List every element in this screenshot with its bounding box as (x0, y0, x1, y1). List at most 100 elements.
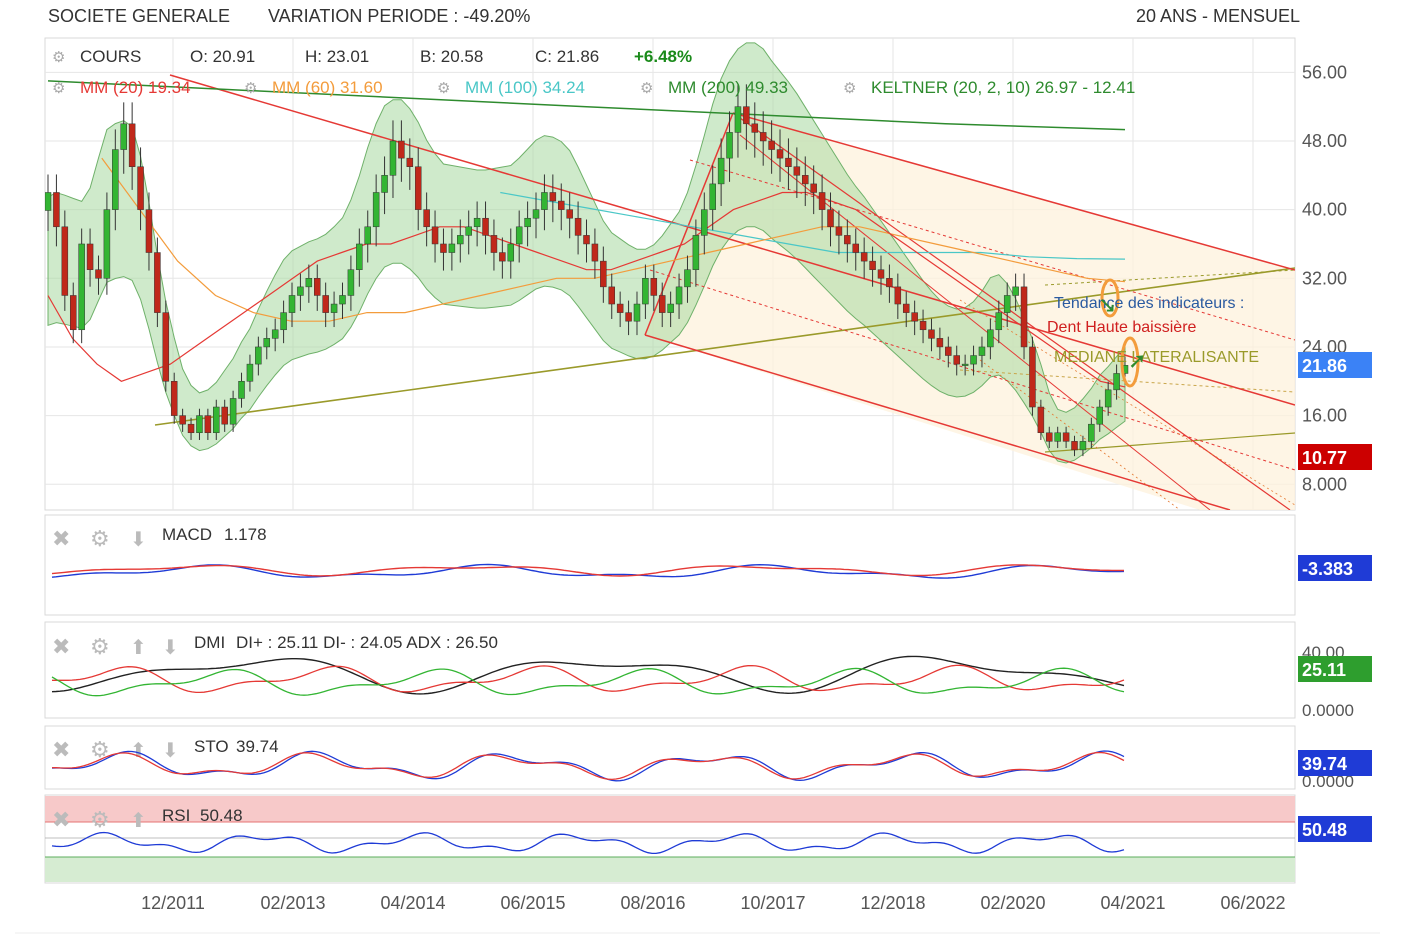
legend-cours: COURS (80, 47, 141, 66)
candle-body (1020, 286, 1028, 348)
gear-icon[interactable]: ⚙ (437, 80, 450, 97)
candle-body (482, 217, 489, 236)
macd-label: MACD (162, 525, 212, 544)
candle-body (322, 295, 329, 313)
candle-body (490, 235, 498, 253)
di-minus-line (52, 664, 1125, 694)
candle-body (658, 295, 666, 313)
arrow-down-icon[interactable]: ⬇ (130, 529, 147, 551)
gear-icon[interactable]: ⚙ (640, 80, 653, 97)
candle-body (591, 243, 599, 262)
gear-icon[interactable]: ⚙ (52, 49, 65, 66)
sto-panel (44, 725, 1296, 790)
period-selector[interactable]: 20 ANS - MENSUEL (1136, 6, 1301, 26)
arrow-up-icon[interactable]: ⬆ (130, 740, 147, 762)
candle-body (61, 226, 69, 296)
candle-body (970, 355, 977, 365)
candle-body (465, 226, 472, 236)
candle-body (709, 183, 716, 210)
gear-icon[interactable]: ⚙ (52, 80, 65, 97)
close-icon[interactable]: ✖ (52, 526, 70, 551)
candle-body (255, 346, 262, 365)
candle-body (339, 295, 346, 305)
gear-icon[interactable]: ⚙ (244, 80, 257, 97)
candle-body (625, 312, 632, 322)
macd-badge-value: -3.383 (1302, 559, 1353, 579)
trend-title: Tendance des indicateurs : (1054, 295, 1244, 312)
candle-body (751, 123, 759, 133)
arrow-down-icon[interactable]: ⬇ (162, 637, 179, 659)
rsi-badge-value: 50.48 (1302, 820, 1347, 840)
candle-body (1071, 441, 1078, 451)
candle-body (886, 278, 893, 288)
gear-icon[interactable]: ⚙ (90, 807, 110, 832)
candle-body (667, 303, 674, 313)
y-axis: 56.00 48.00 40.00 32.00 24.00 16.00 8.000 (1302, 62, 1347, 494)
gear-icon[interactable]: ⚙ (843, 80, 856, 97)
sto-badge-value: 39.74 (1302, 754, 1347, 774)
sto-value: 39.74 (236, 737, 279, 756)
candle-body (894, 286, 902, 305)
candle-body (364, 226, 371, 245)
candle-body (1037, 406, 1045, 434)
candle-body (179, 415, 186, 425)
close-icon[interactable]: ✖ (52, 737, 70, 762)
close-icon[interactable]: ✖ (52, 634, 70, 659)
candle-body (776, 149, 784, 159)
candle-body (229, 398, 237, 425)
candle-body (128, 123, 136, 167)
candle-body (95, 269, 102, 279)
candle-body (473, 217, 481, 228)
candle-body (1012, 286, 1019, 296)
candle-body (145, 209, 153, 253)
candle-body (162, 312, 170, 382)
arrow-up-icon[interactable]: ⬆ (130, 637, 147, 659)
candle-body (280, 312, 287, 331)
candle-body (928, 329, 935, 339)
last-price-badge (1298, 352, 1372, 378)
rsi-oversold-zone (45, 857, 1295, 882)
legend-row-1: ⚙ COURS O: 20.91 H: 23.01 B: 20.58 C: 21… (52, 47, 692, 66)
fan-dotted-3 (959, 299, 1295, 506)
candle-body (103, 209, 111, 279)
candle-body (608, 286, 615, 305)
x-axis: 12/2011 02/2013 04/2014 06/2015 08/2016 10/20… (141, 893, 1285, 913)
trend-lateral-arrow-icon: ➚ (1128, 348, 1146, 373)
candle-body (616, 303, 624, 313)
gear-icon[interactable]: ⚙ (90, 634, 110, 659)
candle-body (305, 278, 313, 288)
fan-line-2 (739, 134, 1211, 510)
sto-label: STO (194, 737, 229, 756)
x-tick-label: 08/2016 (620, 893, 685, 913)
close-icon[interactable]: ✖ (52, 807, 70, 832)
candle-body (330, 303, 338, 313)
legend-row-2: ⚙ MM (20) 19.34 ⚙ MM (60) 31.60 ⚙ MM (10… (52, 78, 1135, 97)
resistance-line (169, 74, 1295, 406)
gear-icon[interactable]: ⚙ (90, 526, 110, 551)
candle-body (213, 406, 220, 434)
trend-down-arrow-icon: ↘ (1098, 292, 1116, 317)
candle-body (154, 252, 161, 313)
gear-icon[interactable]: ⚙ (90, 737, 110, 762)
rsi-overbought-zone (45, 796, 1295, 822)
candle-body (45, 192, 52, 211)
support-price-badge (1298, 444, 1372, 470)
arrow-down-icon[interactable]: ⬇ (162, 740, 179, 762)
candle-body (936, 338, 944, 348)
candle-body (574, 217, 582, 236)
candle-body (701, 209, 708, 236)
candle-body (650, 278, 658, 296)
candle-body (978, 346, 986, 356)
x-tick-label: 12/2018 (860, 893, 925, 913)
candle-body (53, 192, 60, 228)
x-tick-label: 10/2017 (740, 893, 805, 913)
candle-body (633, 303, 641, 322)
candle-body (743, 106, 750, 125)
y-tick-label: 40.00 (1302, 200, 1347, 220)
candle-body (600, 260, 607, 288)
legend-mm200: MM (200) 49.33 (668, 78, 788, 97)
arrow-up-icon[interactable]: ⬆ (130, 810, 147, 832)
candle-body (642, 278, 649, 305)
mm20-line (47, 191, 1126, 388)
